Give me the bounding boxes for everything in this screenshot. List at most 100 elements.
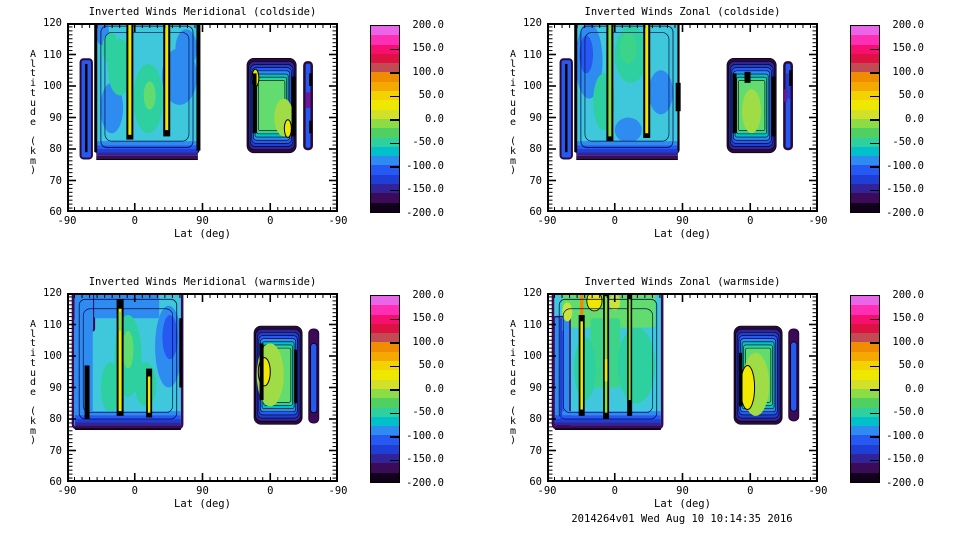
colorbar-tick [870, 95, 879, 98]
contour-streak [147, 376, 151, 413]
colorbar-label: -50.0 [412, 136, 444, 148]
colorbar-band [371, 156, 399, 166]
colorbar-band [851, 202, 879, 212]
colorbar-label: -100.0 [886, 429, 924, 442]
colorbar-band [851, 72, 879, 82]
contour-band [555, 419, 661, 423]
contour-patch [586, 293, 603, 312]
colorbar-label: 200.0 [892, 288, 924, 301]
colorbar-band [851, 26, 879, 36]
contour-streak [732, 73, 737, 134]
contour-streak [252, 73, 257, 134]
y-tick-label: 120 [523, 17, 542, 29]
colorbar [370, 295, 400, 483]
contour-patch [283, 119, 292, 138]
contour-streak [604, 296, 608, 413]
axis-title-x: Lat (deg) [174, 228, 231, 240]
colorbar-label: 100.0 [412, 335, 444, 348]
y-tick-label: 70 [49, 174, 62, 187]
contour-patch [162, 315, 178, 360]
colorbar-band [851, 342, 879, 352]
colorbar-tick [390, 342, 399, 344]
colorbar-band [851, 146, 879, 157]
contour-streak [580, 321, 583, 410]
x-tick-label: 90 [676, 485, 689, 497]
contour-streak [94, 23, 98, 153]
colorbar-label: -100.0 [406, 429, 444, 442]
contour-band [96, 152, 198, 156]
colorbar-tick [390, 95, 399, 98]
contour-patch [742, 89, 762, 134]
x-tick-label: 0 [267, 485, 274, 497]
contour-band [75, 411, 181, 416]
x-tick-label: -90 [808, 485, 828, 497]
colorbar-tick [390, 365, 399, 368]
colorbar-band [371, 81, 399, 92]
contour-streak [784, 89, 788, 102]
contour-region [584, 32, 670, 142]
timestamp: 2014264v01 Wed Aug 10 10:14:35 2016 [571, 513, 793, 525]
colorbar-band [851, 463, 879, 473]
colorbar-label: 50.0 [898, 89, 924, 101]
plot-border [547, 23, 818, 212]
colorbar-label: 100.0 [892, 335, 924, 348]
y-tick-label: 80 [49, 413, 62, 425]
contour-band [96, 149, 198, 153]
colorbar-label: -50.0 [892, 136, 924, 148]
y-tick-label: 90 [529, 381, 542, 394]
colorbar-band [851, 118, 879, 129]
x-tick-label: 0 [267, 215, 274, 227]
contour-band [576, 141, 678, 146]
colorbar-band [371, 202, 399, 212]
contour-streak [789, 70, 793, 86]
colorbar-band [371, 426, 399, 436]
plot-border [67, 23, 338, 212]
x-tick-label: 0 [611, 485, 618, 497]
contour-patch [574, 337, 596, 401]
contour-region [78, 298, 178, 420]
colorbar-label: 150.0 [892, 42, 924, 54]
contour-band [576, 152, 678, 156]
axis-title-x: Lat (deg) [654, 498, 711, 510]
contour-patch [579, 35, 594, 74]
colorbar-tick [390, 119, 399, 121]
colorbar-label: 100.0 [892, 65, 924, 78]
colorbar-band [371, 137, 399, 147]
colorbar-tick [390, 412, 399, 415]
contour-streak [84, 365, 90, 419]
contour-band [555, 422, 661, 426]
colorbar-tick [390, 318, 399, 321]
contour-streak [291, 76, 296, 137]
colorbar-label: -150.0 [886, 183, 924, 195]
colorbar-band [851, 91, 879, 101]
y-tick-label: 60 [49, 476, 62, 488]
colorbar-label: -200.0 [406, 206, 444, 219]
colorbar-tick [390, 389, 399, 391]
colorbar-tick [870, 436, 879, 438]
colorbar-label: 200.0 [412, 288, 444, 301]
colorbar-band [371, 379, 399, 389]
contour-streak [309, 73, 313, 86]
y-tick-label: 120 [43, 287, 62, 299]
panel-title: Inverted Winds Meridional (coldside) [88, 6, 317, 18]
colorbar-band [851, 100, 879, 110]
axis-title-y: A l t i t u d e ( k m ) [29, 49, 37, 177]
y-tick-label: 110 [43, 48, 62, 61]
contour-streak [628, 299, 631, 401]
colorbar-band [371, 100, 399, 110]
contour-streak [196, 23, 201, 151]
contour-streak [604, 359, 608, 382]
colorbar-band [371, 63, 399, 73]
colorbar-label: 0.0 [905, 382, 924, 395]
plot-area [67, 23, 338, 212]
colorbar [850, 295, 880, 483]
contour-band [96, 155, 198, 159]
colorbar-label: 50.0 [418, 359, 444, 371]
colorbar-band [371, 388, 399, 399]
x-tick-label: 0 [131, 215, 138, 227]
contour-streak [128, 23, 132, 135]
contour-streak [118, 311, 122, 331]
colorbar-band [371, 109, 399, 119]
colorbar-tick [390, 459, 399, 462]
colorbar-band [371, 72, 399, 82]
